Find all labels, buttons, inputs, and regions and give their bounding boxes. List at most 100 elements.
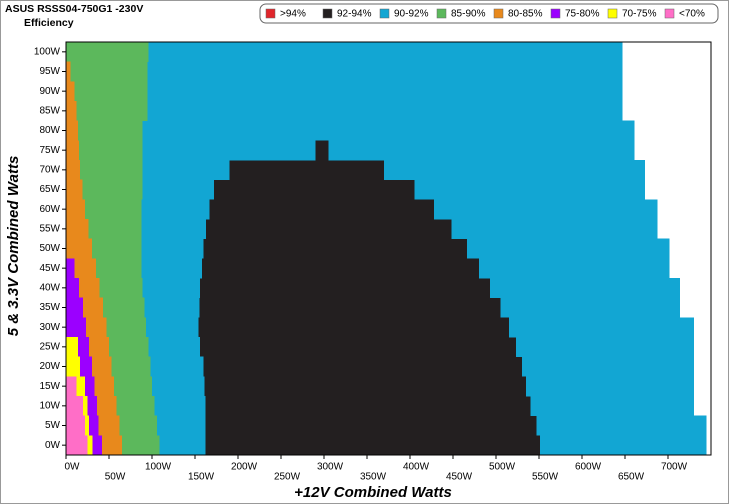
y-axis-title: 5 & 3.3V Combined Watts: [5, 156, 22, 337]
legend-label: <70%: [679, 9, 705, 20]
efficiency-region: [148, 337, 201, 357]
x-tick-label: 500W: [489, 462, 516, 473]
efficiency-region: [84, 199, 142, 220]
efficiency-region: [466, 238, 670, 259]
legend-label: 70-75%: [622, 9, 657, 20]
y-tick-label: 50W: [39, 243, 60, 254]
efficiency-region: [79, 160, 143, 180]
efficiency-region: [99, 278, 143, 298]
legend-label: 75-80%: [565, 9, 600, 20]
efficiency-region: [88, 219, 142, 239]
efficiency-region: [147, 81, 623, 102]
efficiency-region: [142, 160, 230, 180]
legend-label: 92-94%: [337, 9, 372, 20]
efficiency-region: [66, 435, 88, 456]
efficiency-region: [203, 238, 467, 259]
legend-label: 90-92%: [394, 9, 429, 20]
efficiency-region: [229, 160, 385, 180]
efficiency-region: [121, 435, 160, 456]
efficiency-region: [66, 376, 77, 397]
y-tick-label: 40W: [39, 282, 60, 293]
efficiency-region: [205, 435, 540, 456]
efficiency-region: [78, 140, 143, 161]
efficiency-region: [85, 317, 107, 338]
efficiency-region: [89, 337, 109, 357]
chart-title: ASUS RSSS04-750G1 -230V: [5, 3, 143, 15]
y-tick-label: 100W: [34, 46, 61, 57]
efficiency-region: [83, 396, 88, 416]
efficiency-region: [74, 258, 97, 279]
efficiency-region: [489, 278, 681, 298]
y-tick-label: 10W: [39, 400, 60, 411]
efficiency-region: [144, 297, 200, 318]
efficiency-region: [147, 61, 623, 82]
x-tick-label: 700W: [661, 462, 688, 473]
efficiency-region: [66, 160, 80, 180]
efficiency-region: [434, 199, 658, 220]
efficiency-region: [106, 317, 146, 338]
legend-swatch: [550, 8, 561, 19]
efficiency-region: [141, 219, 207, 239]
efficiency-region: [199, 297, 501, 318]
efficiency-region: [159, 435, 206, 456]
efficiency-region: [66, 42, 149, 62]
efficiency-region: [78, 337, 90, 357]
efficiency-region: [142, 140, 316, 161]
y-tick-label: 95W: [39, 66, 60, 77]
y-tick-label: 80W: [39, 125, 60, 136]
legend-label: 85-90%: [451, 9, 486, 20]
efficiency-region: [414, 179, 645, 200]
efficiency-region: [539, 435, 707, 456]
efficiency-region: [66, 278, 79, 298]
efficiency-region: [66, 120, 79, 141]
efficiency-region: [147, 101, 623, 121]
efficiency-region: [451, 219, 658, 239]
efficiency-region: [526, 376, 694, 397]
efficiency-region: [66, 140, 79, 161]
efficiency-region: [142, 278, 201, 298]
y-tick-label: 20W: [39, 361, 60, 372]
efficiency-region: [530, 396, 694, 416]
efficiency-region: [141, 199, 210, 220]
efficiency-region: [66, 415, 85, 436]
y-tick-label: 35W: [39, 302, 60, 313]
y-tick-label: 65W: [39, 184, 60, 195]
y-tick-label: 45W: [39, 263, 60, 274]
x-tick-label: 550W: [532, 472, 559, 483]
y-tick-label: 90W: [39, 86, 60, 97]
legend-swatch: [379, 8, 390, 19]
efficiency-region: [315, 140, 329, 161]
efficiency-region: [66, 317, 86, 338]
efficiency-region: [66, 337, 79, 357]
efficiency-region: [66, 81, 75, 102]
efficiency-region: [66, 297, 84, 318]
efficiency-region: [145, 317, 199, 338]
efficiency-region: [84, 415, 90, 436]
efficiency-region: [78, 120, 143, 141]
efficiency-region: [209, 199, 435, 220]
x-tick-label: 650W: [618, 472, 645, 483]
efficiency-region: [66, 238, 92, 259]
efficiency-region: [66, 199, 85, 220]
y-tick-label: 15W: [39, 381, 60, 392]
efficiency-region: [204, 376, 527, 397]
efficiency-region: [119, 415, 158, 436]
efficiency-region: [200, 337, 516, 357]
efficiency-region: [66, 258, 75, 279]
y-tick-label: 0W: [45, 440, 61, 451]
efficiency-region: [150, 356, 204, 377]
efficiency-region: [205, 415, 537, 436]
efficiency-region: [478, 258, 670, 279]
efficiency-region: [89, 415, 99, 436]
efficiency-region: [102, 435, 122, 456]
efficiency-region: [154, 396, 206, 416]
legend-swatch: [322, 8, 333, 19]
x-tick-label: 450W: [446, 472, 473, 483]
y-tick-label: 5W: [45, 420, 61, 431]
y-tick-label: 70W: [39, 164, 60, 175]
efficiency-region: [500, 297, 681, 318]
efficiency-region: [66, 219, 89, 239]
efficiency-region: [96, 258, 142, 279]
legend-swatch: [493, 8, 504, 19]
